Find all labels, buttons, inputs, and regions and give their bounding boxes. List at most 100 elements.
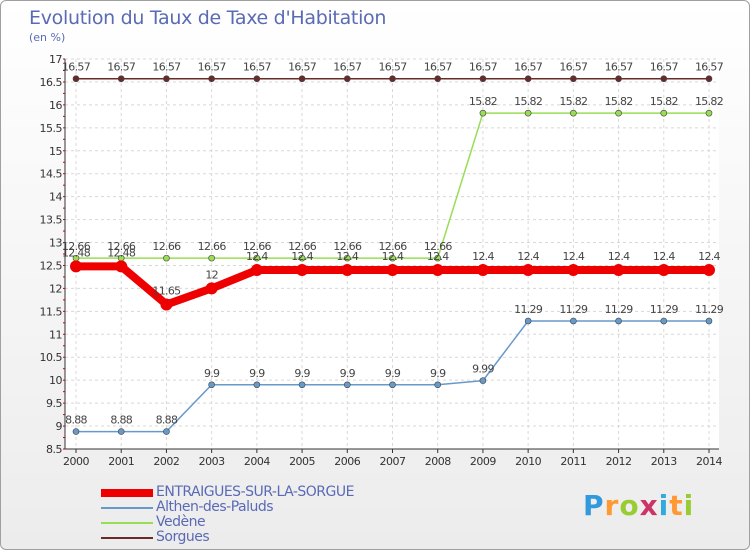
data-point	[524, 75, 532, 83]
data-label: 12.66	[152, 240, 181, 253]
data-point	[567, 264, 580, 277]
chart-subtitle: (en %)	[29, 31, 66, 44]
data-label: 12.66	[198, 240, 227, 253]
data-point	[163, 428, 170, 435]
data-point	[70, 260, 82, 273]
legend-swatch	[101, 521, 153, 524]
data-point	[296, 264, 309, 277]
data-labels: 16.57 16.57 16.57 16.57 16.57 16.57 16.57 16.57…	[62, 61, 724, 427]
data-point	[524, 317, 532, 325]
data-label: 15.82	[559, 95, 587, 108]
data-point	[72, 75, 80, 83]
data-label: 12.4	[653, 250, 675, 263]
data-point	[298, 254, 306, 262]
x-tick-label: 2009	[470, 455, 496, 468]
y-tick-label: 8.5	[46, 443, 62, 456]
data-label: 16.57	[243, 61, 272, 74]
legend: ENTRAIGUES-SUR-LA-SORGUE Althen-des-Palud…	[101, 485, 354, 545]
data-point	[479, 75, 487, 83]
y-tick-label: 17	[49, 53, 62, 66]
y-tick-label: 9.5	[46, 397, 62, 410]
data-label: 12.4	[608, 250, 630, 263]
x-tick-label: 2000	[63, 455, 89, 468]
y-tick-label: 16	[49, 99, 62, 112]
data-label: 12.66	[243, 240, 272, 253]
data-label: 12.66	[379, 240, 408, 253]
x-tick-label: 2005	[289, 455, 315, 468]
data-label: 15.82	[469, 95, 497, 108]
data-point	[570, 109, 577, 117]
data-point	[434, 75, 442, 83]
data-label: 16.57	[514, 61, 543, 74]
data-label: 12.4	[336, 250, 358, 263]
data-label: 9.9	[294, 367, 310, 380]
series-lines	[70, 75, 715, 435]
data-label: 11.29	[514, 303, 543, 316]
data-point	[476, 264, 489, 277]
y-tick-label: 11	[49, 328, 62, 341]
data-label: 12.4	[246, 250, 268, 263]
data-label: 11.29	[559, 303, 588, 316]
x-tick-label: 2012	[606, 455, 632, 468]
data-point	[434, 254, 442, 262]
chart-title: Evolution du Taux de Taxe d'Habitation	[29, 7, 387, 29]
data-point	[431, 264, 444, 277]
x-tick-label: 2010	[515, 455, 541, 468]
data-point	[163, 75, 170, 83]
data-label: 12.66	[107, 240, 136, 253]
data-point	[298, 75, 306, 83]
data-label: 12.48	[62, 246, 91, 259]
legend-item: ENTRAIGUES-SUR-LA-SORGUE	[101, 485, 354, 500]
y-tick-label: 10	[49, 374, 62, 387]
data-point	[479, 109, 487, 117]
logo-letter: r	[604, 489, 620, 522]
data-label: 15.82	[605, 95, 633, 108]
data-label: 9.9	[385, 367, 401, 380]
data-label: 16.57	[650, 61, 679, 74]
data-label: 9.9	[204, 367, 220, 380]
data-label: 12.4	[291, 250, 313, 263]
x-tick-label: 2008	[425, 455, 451, 468]
legend-item: Sorgues	[101, 530, 354, 545]
data-label: 9.9	[340, 367, 356, 380]
data-label: 12.66	[333, 240, 362, 253]
data-point	[117, 75, 125, 83]
data-label: 12.4	[563, 250, 585, 263]
data-point	[208, 75, 215, 83]
data-label: 11.65	[152, 284, 181, 297]
logo-letter: o	[619, 489, 640, 522]
x-tick-label: 2007	[380, 455, 406, 468]
data-point	[160, 298, 173, 311]
x-tick-label: 2003	[199, 455, 225, 468]
data-point	[298, 381, 306, 389]
logo-letter: i	[658, 489, 670, 522]
data-point	[705, 75, 713, 83]
logo-letter: P	[583, 489, 605, 522]
data-point	[253, 381, 261, 389]
data-label: 12.66	[62, 240, 91, 253]
data-point	[389, 381, 396, 389]
data-point	[163, 254, 170, 262]
y-tick-label: 13	[49, 237, 62, 250]
data-point	[524, 109, 532, 117]
y-tick-label: 9	[56, 420, 63, 433]
data-label: 12.4	[517, 250, 539, 263]
data-label: 16.57	[695, 61, 724, 74]
data-label: 9.99	[472, 363, 494, 376]
data-point	[479, 377, 487, 384]
data-label: 12.66	[424, 240, 453, 253]
legend-label: Sorgues	[156, 529, 210, 545]
data-point	[705, 109, 713, 117]
data-point	[660, 109, 668, 117]
y-tick-label: 10.5	[40, 351, 63, 364]
data-point	[208, 254, 215, 262]
data-label: 11.29	[650, 303, 679, 316]
data-label: 16.57	[333, 61, 362, 74]
data-point	[615, 317, 622, 325]
logo-letter: x	[639, 489, 659, 522]
y-tick-label: 13.5	[40, 214, 63, 227]
data-label: 16.57	[379, 61, 408, 74]
data-point	[343, 254, 351, 262]
